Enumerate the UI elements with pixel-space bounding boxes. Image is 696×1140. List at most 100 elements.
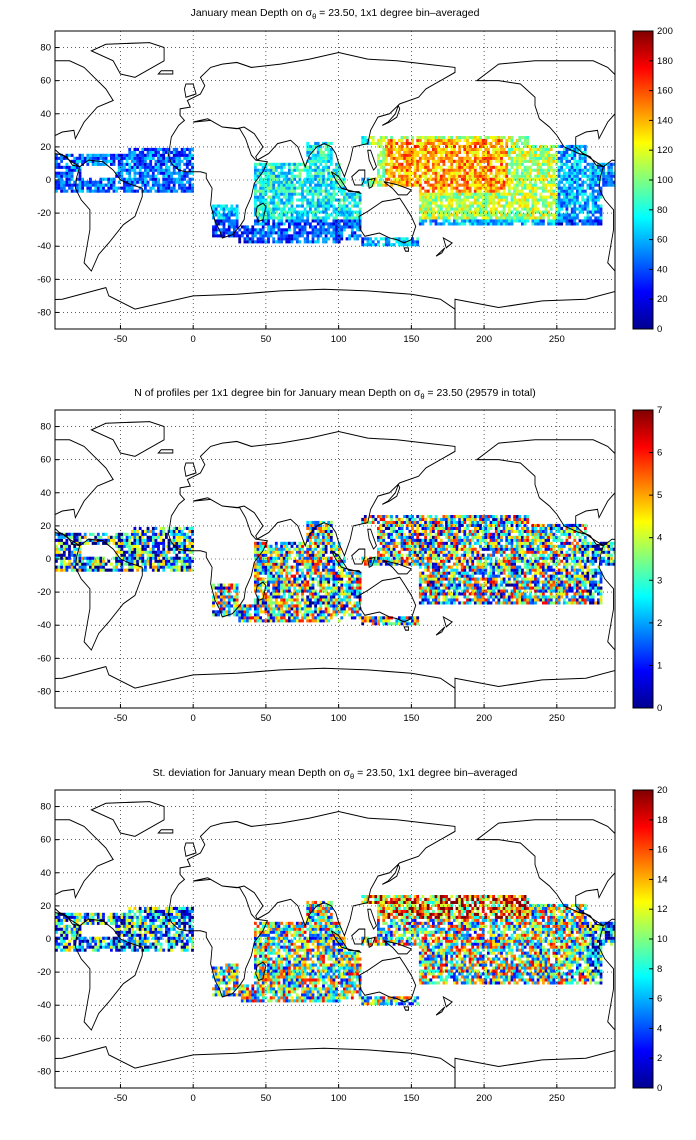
data-cell <box>295 168 299 172</box>
data-cell <box>518 183 522 187</box>
data-cell <box>468 222 472 226</box>
data-cell <box>149 565 153 569</box>
data-cell <box>96 532 100 536</box>
data-cell <box>502 213 506 217</box>
data-cell <box>285 219 289 223</box>
data-cell <box>583 168 587 172</box>
data-cell <box>568 144 571 148</box>
data-cell <box>123 562 126 566</box>
data-cell <box>259 607 262 611</box>
data-cell <box>487 141 490 145</box>
data-cell <box>332 168 336 172</box>
data-cell <box>191 147 194 151</box>
data-cell <box>274 240 278 244</box>
data-cell <box>387 177 391 181</box>
data-cell <box>481 177 485 181</box>
data-cell <box>518 216 522 220</box>
data-cell <box>377 243 380 247</box>
data-cell <box>314 210 317 214</box>
data-cell <box>264 571 268 575</box>
data-cell <box>274 186 278 190</box>
data-cell <box>473 186 477 190</box>
data-cell <box>280 577 283 581</box>
data-cell <box>523 171 527 175</box>
data-cell <box>272 198 276 202</box>
data-cell <box>141 562 145 566</box>
data-cell <box>219 219 223 223</box>
data-cell <box>329 541 333 545</box>
data-cell <box>319 171 323 175</box>
data-cell <box>327 156 331 160</box>
data-cell <box>130 150 134 154</box>
data-cell <box>560 207 564 211</box>
data-cell <box>225 204 228 208</box>
data-cell <box>408 240 412 244</box>
data-cell <box>295 213 299 217</box>
data-cell <box>180 189 184 193</box>
data-cell <box>188 550 192 554</box>
data-cell <box>450 201 454 205</box>
data-cell <box>178 150 181 154</box>
data-cell <box>123 556 126 560</box>
data-cell <box>560 174 564 178</box>
data-cell <box>295 601 299 605</box>
data-cell <box>141 544 145 548</box>
data-cell <box>254 171 257 175</box>
data-cell <box>531 168 535 172</box>
data-cell <box>445 192 448 196</box>
data-cell <box>421 144 425 148</box>
data-cell <box>576 147 579 151</box>
data-cell <box>272 195 276 199</box>
data-cell <box>274 177 278 181</box>
data-cell <box>405 168 409 172</box>
data-cell <box>269 562 273 566</box>
data-cell <box>418 210 422 214</box>
data-cell <box>494 183 498 187</box>
data-cell <box>594 198 598 202</box>
data-cell <box>416 237 420 241</box>
data-cell <box>123 538 126 542</box>
data-cell <box>311 144 315 148</box>
data-cell <box>455 136 459 140</box>
data-cell <box>75 556 79 560</box>
data-cell <box>280 541 283 545</box>
data-cell <box>60 562 63 566</box>
data-cell <box>510 210 514 214</box>
data-cell <box>269 228 273 232</box>
data-cell <box>272 619 276 623</box>
data-cell <box>70 553 74 557</box>
data-cell <box>311 237 315 241</box>
data-cell <box>319 201 323 205</box>
data-cell <box>282 234 286 238</box>
data-cell <box>510 165 514 169</box>
data-cell <box>599 192 603 196</box>
data-cell <box>293 541 297 545</box>
data-cell <box>259 586 262 590</box>
data-cell <box>492 177 495 181</box>
data-cell <box>303 219 307 223</box>
data-cell <box>311 547 315 551</box>
data-cell <box>128 559 132 563</box>
data-cell <box>293 589 297 593</box>
data-cell <box>445 147 448 151</box>
data-cell <box>442 222 446 226</box>
data-cell <box>267 231 270 235</box>
data-cell <box>395 156 399 160</box>
data-cell <box>298 574 302 578</box>
data-cell <box>542 210 545 214</box>
data-cell <box>102 538 105 542</box>
data-cell <box>277 234 281 238</box>
data-cell <box>311 577 315 581</box>
data-cell <box>531 210 535 214</box>
data-cell <box>366 237 370 241</box>
data-cell <box>542 204 545 208</box>
data-cell <box>405 144 409 148</box>
data-cell <box>591 186 595 190</box>
data-cell <box>463 144 467 148</box>
data-cell <box>259 559 262 563</box>
data-cell <box>269 216 273 220</box>
data-cell <box>322 159 325 163</box>
data-cell <box>83 535 87 539</box>
data-cell <box>159 183 163 187</box>
data-cell <box>335 237 338 241</box>
